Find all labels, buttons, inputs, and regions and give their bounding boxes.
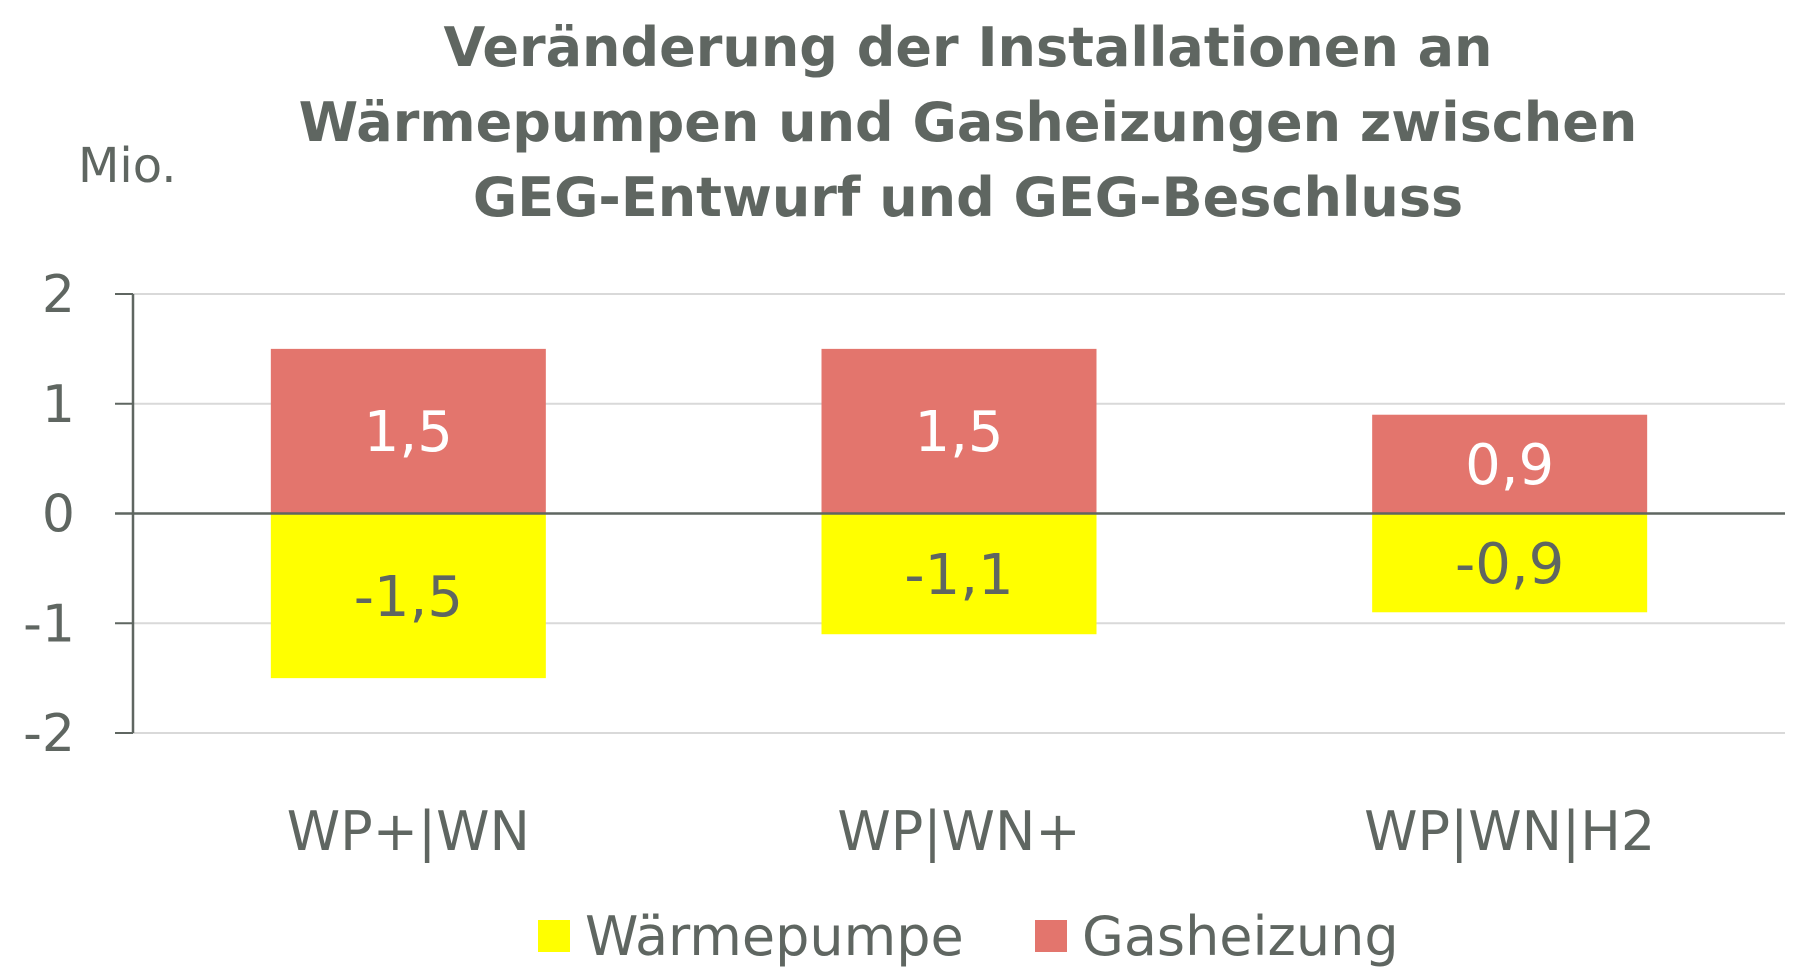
data-label: 0,9 (1465, 433, 1554, 498)
chart-title-line-3: GEG-Entwurf und GEG-Beschluss (473, 166, 1463, 229)
bar-gasheizung (821, 348, 1097, 514)
bar-w-rmepumpe (1372, 513, 1648, 613)
data-labels: -1,5 1,5 -1,1 1,5 -0,9 0,9 (354, 400, 1565, 630)
bars (270, 348, 1648, 679)
bar-w-rmepumpe (270, 513, 546, 679)
legend-swatch-w-rmepumpe (538, 920, 570, 952)
legend-label: Gasheizung (1082, 905, 1399, 968)
y-tick-label: 0 (42, 485, 75, 545)
y-tick-labels: 2 1 0 -1 -2 (23, 265, 75, 764)
chart-title-line-1: Veränderung der Installationen an (444, 16, 1493, 79)
data-label: -1,5 (354, 565, 463, 630)
legend-swatch-gasheizung (1035, 920, 1067, 952)
data-label: 1,5 (914, 400, 1003, 465)
chart-title-line-2: Wärmepumpen und Gasheizungen zwischen (299, 91, 1638, 154)
bar-gasheizung (270, 348, 546, 514)
y-tick-label: 1 (42, 375, 75, 435)
y-axis-unit-label: Mio. (78, 138, 177, 194)
data-label: -0,9 (1455, 532, 1564, 597)
axes (115, 293, 1785, 734)
x-category-label: WP|WN+ (837, 800, 1080, 863)
bar-gasheizung (1372, 414, 1648, 514)
legend-label: Wärmepumpe (585, 905, 964, 968)
data-label: -1,1 (904, 543, 1013, 608)
y-tick-label: 2 (42, 265, 75, 325)
y-tick-label: -2 (23, 704, 75, 764)
x-category-label: WP+|WN (287, 800, 530, 863)
legend: Wärmepumpe Gasheizung (538, 905, 1399, 968)
y-tick-label: -1 (23, 594, 75, 654)
x-category-label: WP|WN|H2 (1364, 800, 1655, 863)
x-category-labels: WP+|WN WP|WN+ WP|WN|H2 (287, 800, 1655, 863)
bar-w-rmepumpe (821, 513, 1097, 635)
data-label: 1,5 (364, 400, 453, 465)
chart-title: Veränderung der Installationen an Wärmep… (299, 16, 1638, 229)
